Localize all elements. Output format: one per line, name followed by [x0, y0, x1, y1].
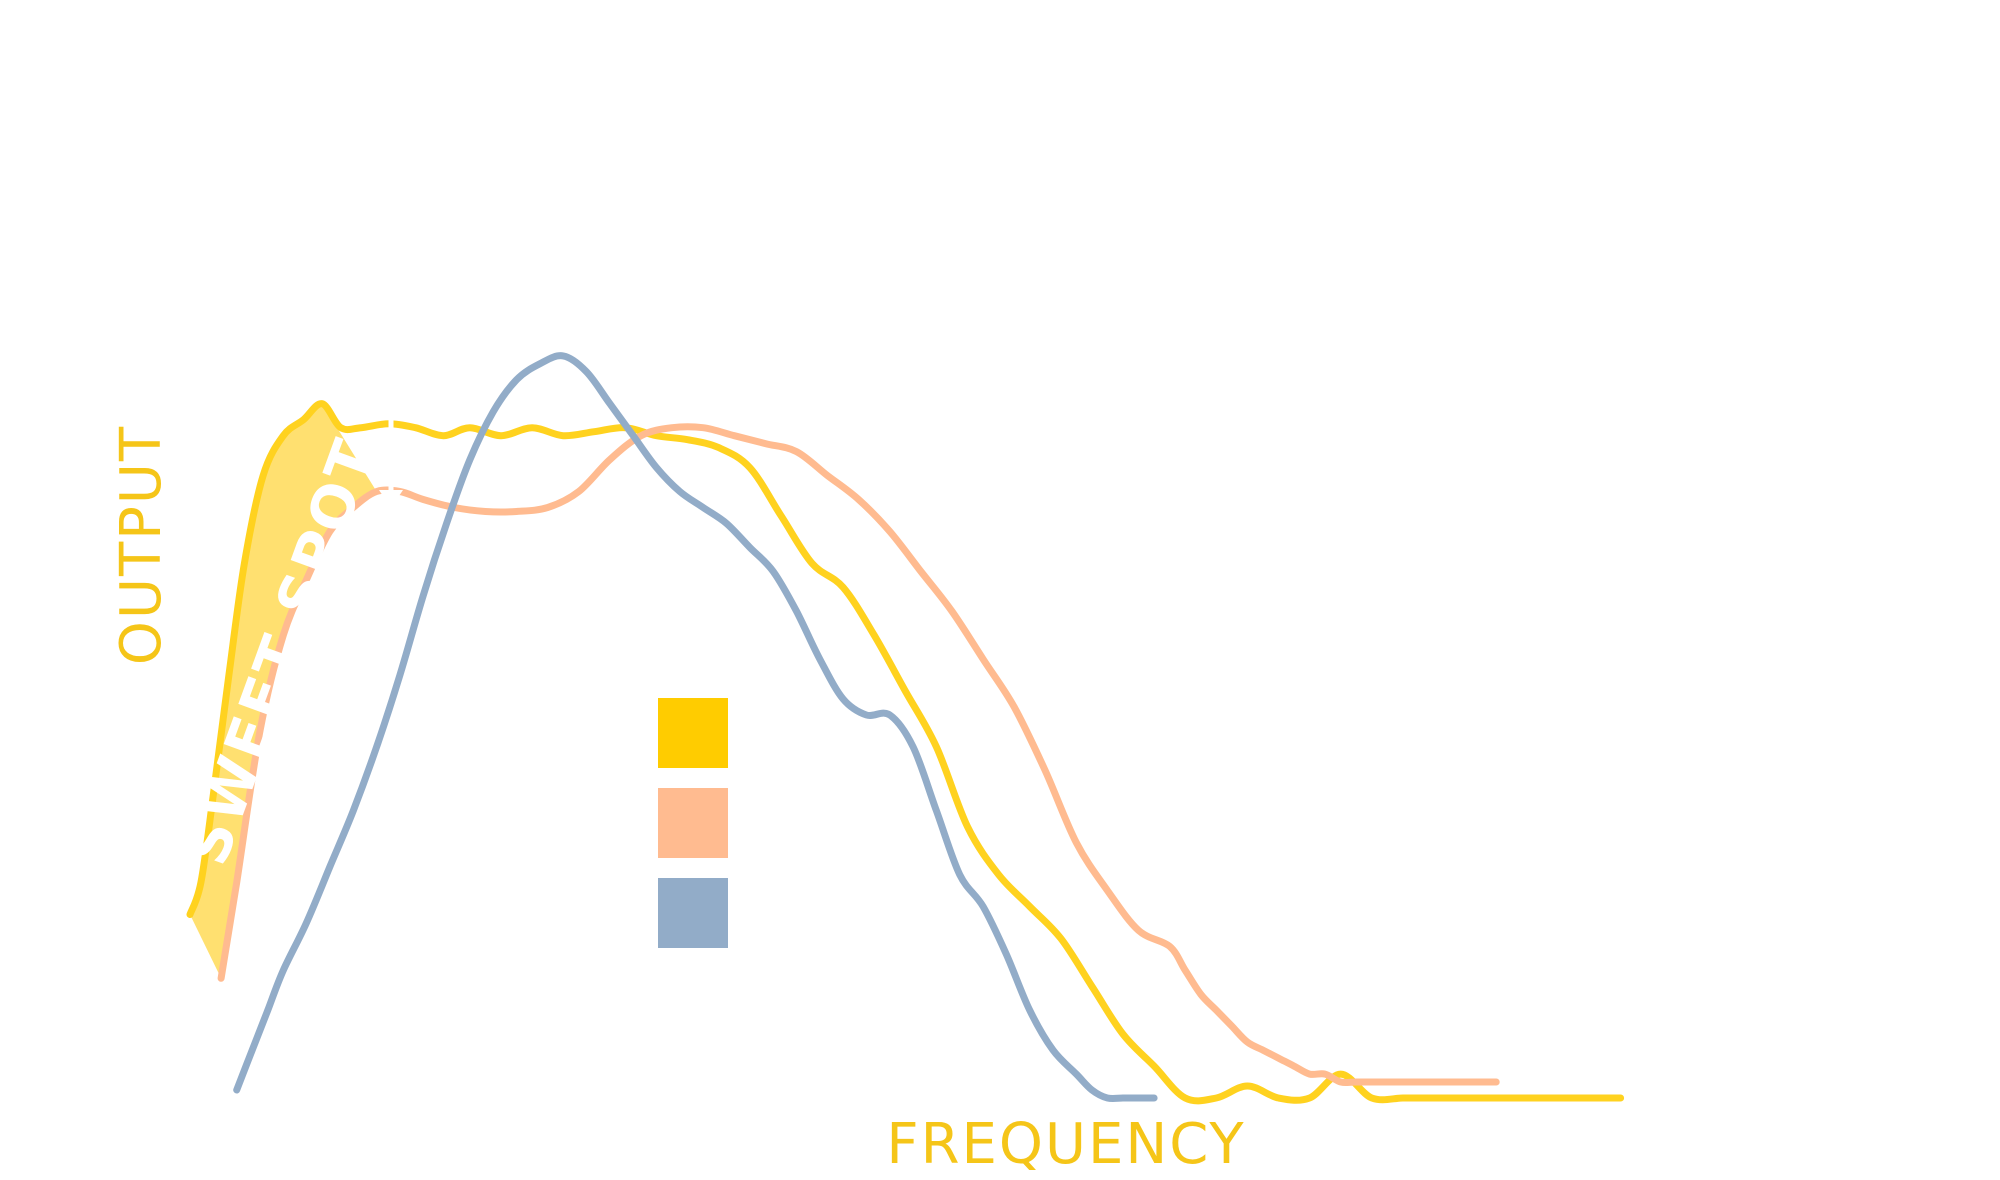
arrow-head-down-icon: [379, 490, 403, 508]
series-lines: [186, 352, 1625, 1105]
sweet-spot-band: [190, 403, 377, 979]
series-line-blue: [233, 352, 1158, 1103]
series-line-yellow: [186, 400, 1625, 1105]
legend-swatch-yellow: [658, 698, 728, 768]
legend-swatch-peach: [658, 788, 728, 858]
legend-swatch-blue: [658, 878, 728, 948]
series-line-peach: [217, 423, 1500, 1087]
y-axis-label: OUTPUT: [109, 425, 174, 665]
legend: [658, 698, 728, 948]
sweet-spot-fill: [190, 403, 377, 979]
arrow-head-up-icon: [379, 398, 403, 416]
x-axis-label: FREQUENCY: [886, 1112, 1245, 1177]
sweet-spot-arrow: [379, 398, 403, 508]
